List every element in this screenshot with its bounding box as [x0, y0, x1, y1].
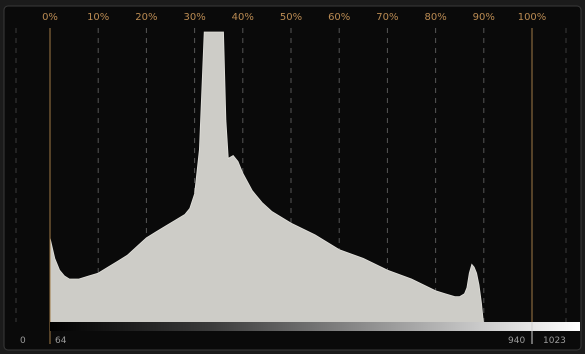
percent-label-80: 80% — [424, 12, 447, 23]
code-label-zero: 0 — [20, 336, 26, 346]
percent-label-20: 20% — [135, 12, 158, 23]
percent-label-30: 30% — [183, 12, 206, 23]
code-label-max: 1023 — [543, 336, 566, 346]
level-ramp — [50, 322, 580, 331]
percent-label-60: 60% — [328, 12, 351, 23]
percent-label-70: 70% — [376, 12, 399, 23]
code-label-white: 940 — [508, 336, 526, 346]
percent-label-100: 100% — [517, 12, 547, 23]
percent-label-50: 50% — [279, 12, 303, 23]
code-label-black: 64 — [55, 336, 67, 346]
percent-label-40: 40% — [231, 12, 254, 23]
percent-label-90: 90% — [472, 12, 495, 23]
histogram-area — [49, 31, 485, 327]
percent-label-10: 10% — [87, 12, 110, 23]
percent-label-0: 0% — [42, 12, 58, 23]
